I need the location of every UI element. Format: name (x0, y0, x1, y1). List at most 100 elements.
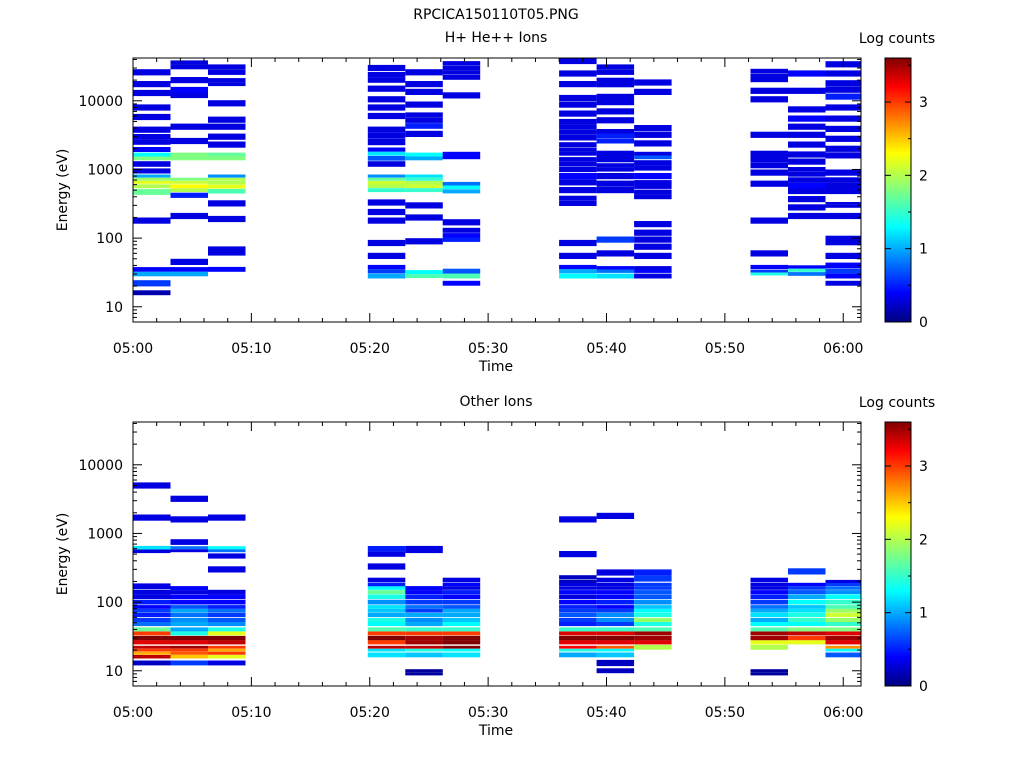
heatmap-cell (133, 104, 171, 111)
y-tick-label: 1000 (87, 162, 123, 178)
heatmap-cell (367, 132, 406, 139)
heatmap-cell (442, 612, 481, 618)
heatmap-cell (208, 594, 246, 599)
heatmap-cell (367, 239, 406, 247)
heatmap-cell (559, 594, 597, 599)
heatmap-cell (596, 117, 635, 124)
x-tick-label: 05:30 (468, 341, 508, 357)
heatmap-cell (208, 215, 246, 223)
heatmap-cell (825, 599, 861, 605)
heatmap-cell (559, 579, 597, 583)
heatmap-cell (788, 131, 826, 138)
heatmap-cell (208, 184, 246, 189)
heatmap-cell (133, 617, 171, 622)
heatmap-cell (133, 174, 171, 178)
heatmap-cell (367, 627, 406, 632)
heatmap-cell (825, 152, 861, 159)
heatmap-cell (596, 569, 635, 576)
heatmap-cell (596, 627, 635, 632)
x-tick-label: 05:20 (350, 341, 390, 357)
heatmap-cell (442, 635, 481, 641)
heatmap-cell (133, 594, 171, 599)
heatmap-cell (405, 177, 443, 181)
y-axis-label: Energy (eV) (55, 149, 71, 232)
heatmap-cell (405, 202, 443, 209)
heatmap-cell (367, 594, 406, 599)
heatmap-cell (405, 645, 443, 649)
heatmap-cell (170, 655, 208, 659)
heatmap-cell (405, 672, 443, 676)
heatmap-cell (367, 181, 406, 185)
heatmap-cell (367, 652, 406, 658)
heatmap-cell (367, 577, 406, 583)
heatmap-cell (367, 648, 406, 652)
heatmap-cell (208, 589, 246, 595)
heatmap-cells (133, 482, 861, 676)
heatmap-cell (825, 169, 861, 176)
heatmap-cell (825, 627, 861, 632)
heatmap-cell (750, 73, 788, 79)
heatmap-cell (442, 608, 481, 613)
heatmap-cell (208, 553, 246, 559)
heatmap-cell (750, 162, 788, 169)
heatmap-cell (788, 123, 826, 130)
heatmap-cell (405, 156, 443, 161)
x-axis-ticks: 05:00 05:10 05:20 05:30 05:40 05:50 06:00 (113, 58, 863, 357)
x-tick-label: 05:00 (113, 341, 153, 357)
heatmap-cell (442, 280, 481, 286)
heatmap-cell (596, 180, 635, 187)
heatmap-cell (596, 594, 635, 599)
heatmap-cell (367, 72, 406, 78)
heatmap-cell (405, 545, 443, 550)
heatmap-cell (825, 188, 861, 195)
heatmap-cell (596, 133, 635, 138)
heatmap-cell (559, 516, 597, 523)
heatmap-cell (634, 599, 672, 605)
heatmap-cell (442, 227, 481, 233)
heatmap-cell (634, 155, 672, 160)
heatmap-cell (170, 212, 208, 220)
heatmap-cell (133, 168, 171, 174)
heatmap-cell (559, 652, 597, 658)
heatmap-cell (133, 631, 171, 636)
heatmap-cell (405, 88, 443, 95)
heatmap-cell (367, 126, 406, 133)
heatmap-cell (442, 652, 481, 658)
heatmap-cell (788, 599, 826, 605)
heatmap-cell (825, 135, 861, 142)
heatmap-cell (170, 92, 208, 99)
heatmap-cell (208, 617, 246, 622)
heatmap-cell (442, 65, 481, 71)
heatmap-cell (750, 605, 788, 609)
heatmap-cell (170, 156, 208, 161)
heatmap-cell (367, 635, 406, 641)
heatmap-cell (405, 635, 443, 641)
heatmap-cell (442, 70, 481, 75)
heatmap-cell (170, 586, 208, 591)
x-tick-label: 05:00 (113, 705, 153, 721)
heatmap-cell (559, 147, 597, 152)
heatmap-cell (208, 123, 246, 130)
y-tick-label: 1000 (87, 526, 123, 542)
heatmap-cell (788, 594, 826, 599)
heatmap-cell (170, 631, 208, 636)
heatmap-cell (367, 269, 406, 274)
heatmap-cell (634, 269, 672, 273)
heatmap-cell (559, 252, 597, 259)
y-tick-label: 100 (96, 595, 123, 611)
colorbar-ticks: 0 1 2 3 (885, 64, 928, 331)
heatmap-cell (170, 516, 208, 523)
heatmap-cell (596, 668, 635, 674)
heatmap-cell (367, 96, 406, 103)
heatmap-cell (442, 74, 481, 80)
heatmap-cell (170, 605, 208, 609)
heatmap-cell (750, 627, 788, 632)
heatmap-cell (405, 622, 443, 627)
heatmap-cell (559, 635, 597, 641)
heatmap-cell (559, 640, 597, 645)
heatmap-cell (596, 99, 635, 106)
heatmap-cell (442, 594, 481, 599)
heatmap-cell (208, 133, 246, 140)
heatmap-cell (405, 605, 443, 609)
heatmap-cell (442, 599, 481, 605)
